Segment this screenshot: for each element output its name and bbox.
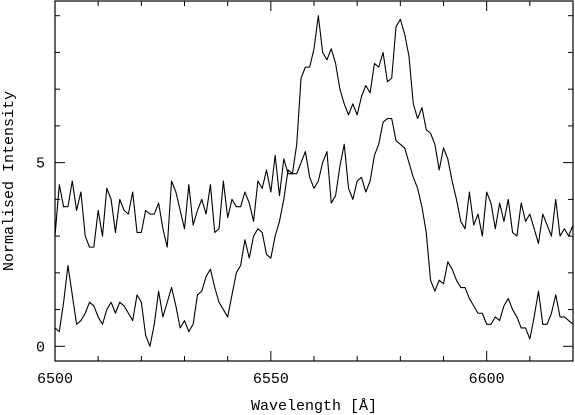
plot-frame bbox=[54, 0, 574, 362]
y-axis-label: Normalised Intensity bbox=[1, 91, 18, 271]
x-axis-label: Wavelength [Å] bbox=[251, 398, 377, 415]
x-tick-label: 6500 bbox=[37, 371, 73, 388]
series-line-1 bbox=[54, 15, 574, 248]
y-tick-label: 0 bbox=[36, 339, 45, 356]
y-tick-label: 5 bbox=[36, 156, 45, 173]
x-tick-label: 6550 bbox=[253, 371, 289, 388]
x-tick-label: 6600 bbox=[469, 371, 505, 388]
y-tick-labels: 05 bbox=[36, 156, 45, 357]
axis-ticks bbox=[54, 1, 574, 361]
x-tick-labels: 6500 6550 6600 bbox=[37, 371, 505, 388]
series-line-2 bbox=[54, 118, 574, 347]
series-lines bbox=[54, 15, 574, 347]
